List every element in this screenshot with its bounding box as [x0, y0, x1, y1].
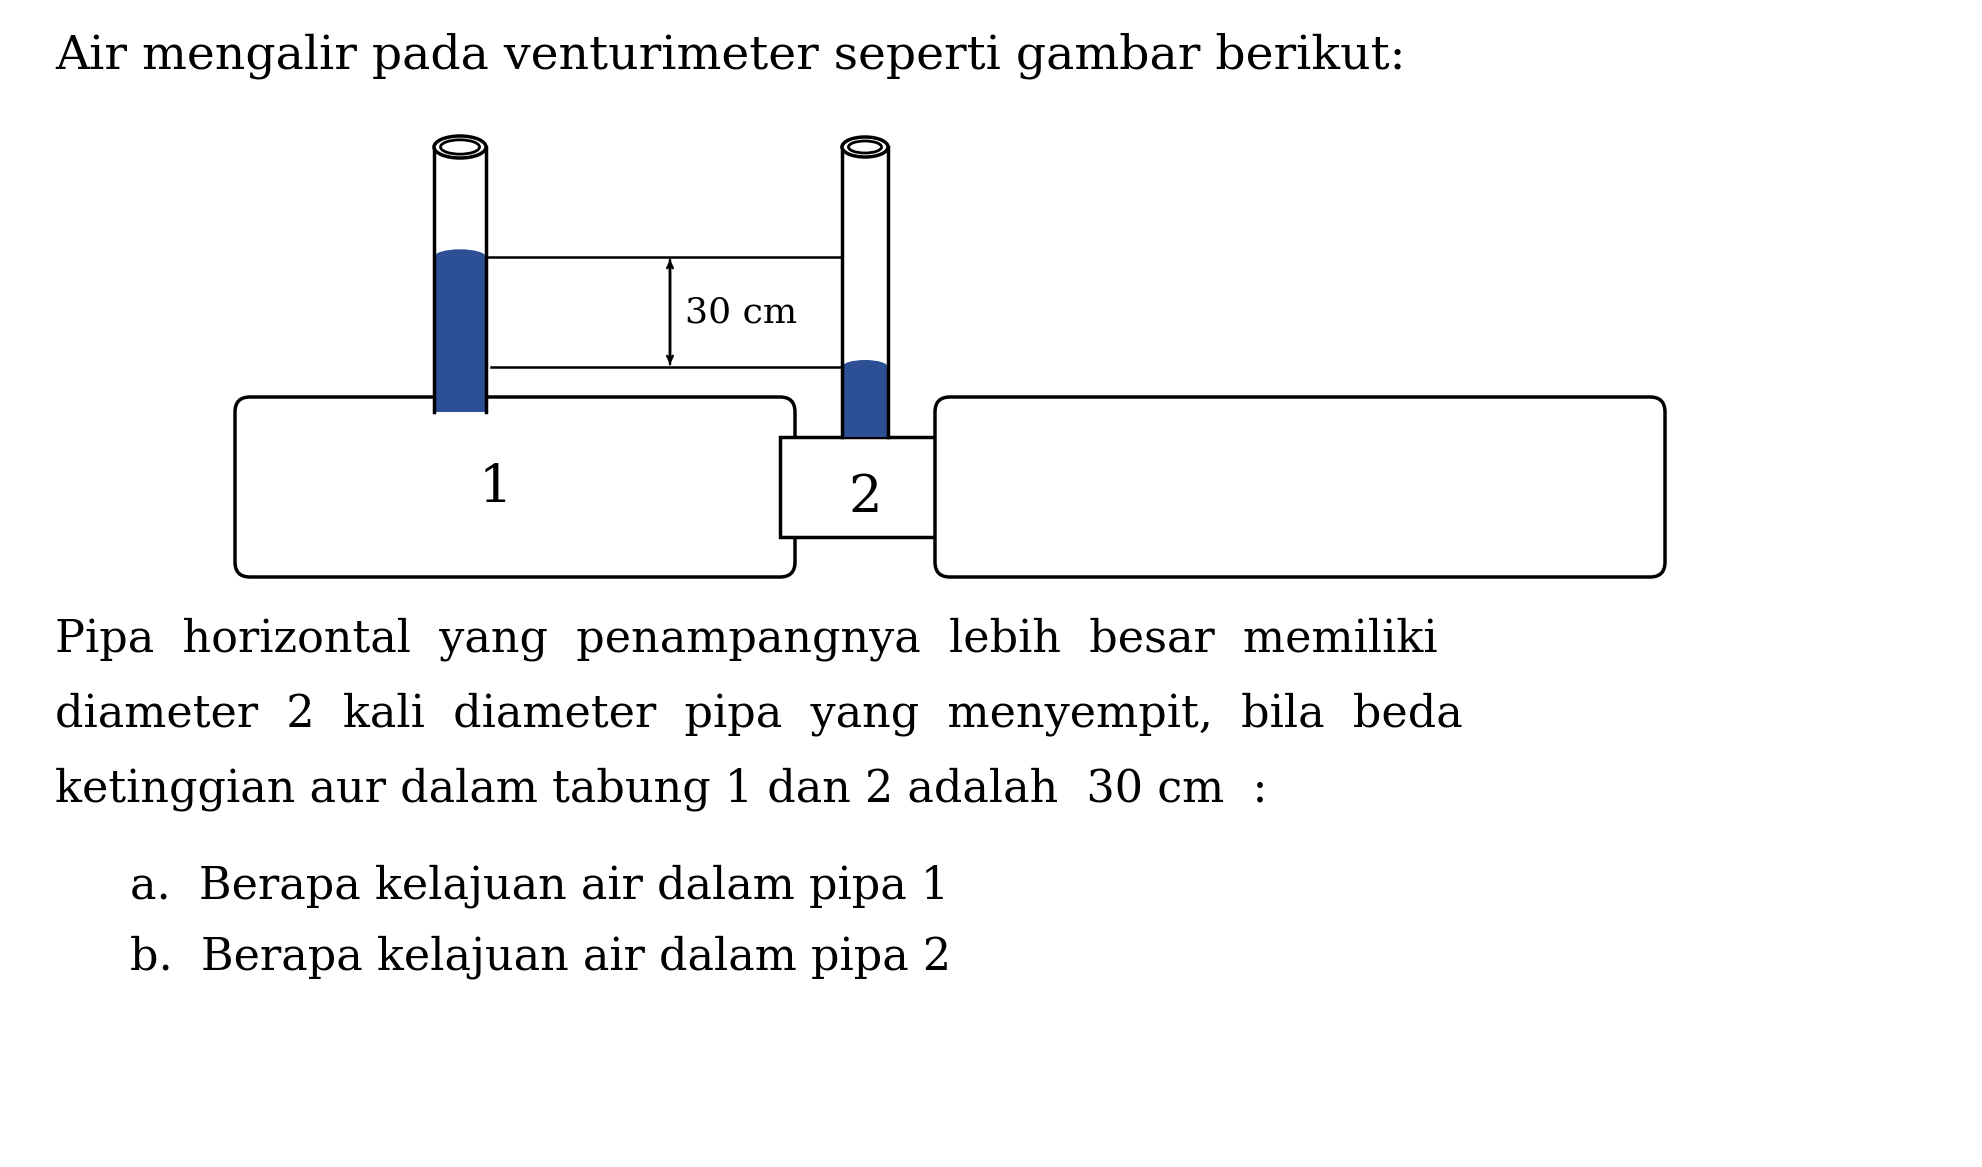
Bar — [842, 147, 888, 436]
Text: 2: 2 — [848, 471, 882, 523]
FancyBboxPatch shape — [779, 436, 949, 537]
Text: Pipa  horizontal  yang  penampangnya  lebih  besar  memiliki: Pipa horizontal yang penampangnya lebih … — [55, 617, 1437, 661]
Text: b.  Berapa kelajuan air dalam pipa 2: b. Berapa kelajuan air dalam pipa 2 — [131, 936, 951, 979]
Ellipse shape — [848, 141, 882, 153]
Text: a.  Berapa kelajuan air dalam pipa 1: a. Berapa kelajuan air dalam pipa 1 — [131, 865, 949, 908]
Ellipse shape — [434, 137, 486, 158]
Ellipse shape — [842, 137, 888, 158]
Text: ketinggian aur dalam tabung 1 dan 2 adalah  30 cm  :: ketinggian aur dalam tabung 1 dan 2 adal… — [55, 767, 1266, 811]
Text: 1: 1 — [478, 461, 511, 512]
Bar — [842, 366, 888, 436]
Bar — [434, 147, 486, 412]
Text: Air mengalir pada venturimeter seperti gambar berikut:: Air mengalir pada venturimeter seperti g… — [55, 32, 1405, 78]
Ellipse shape — [434, 250, 486, 265]
FancyBboxPatch shape — [236, 397, 795, 576]
Ellipse shape — [440, 140, 480, 154]
FancyBboxPatch shape — [936, 397, 1665, 576]
Text: diameter  2  kali  diameter  pipa  yang  menyempit,  bila  beda: diameter 2 kali diameter pipa yang menye… — [55, 692, 1463, 735]
Bar — [434, 257, 486, 412]
Text: 30 cm: 30 cm — [684, 295, 797, 329]
Ellipse shape — [842, 359, 888, 373]
